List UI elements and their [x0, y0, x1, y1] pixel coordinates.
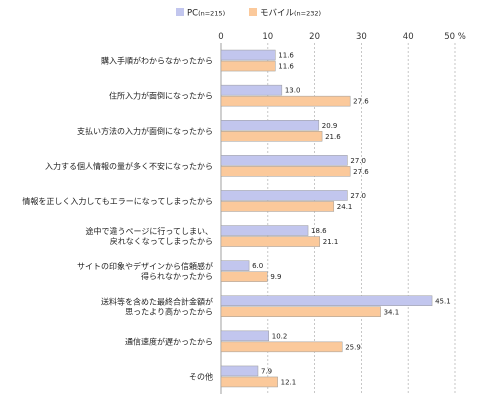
- category-label: 支払い方法の入力が面倒になったから: [77, 126, 213, 136]
- x-tick-label: 20: [309, 32, 320, 42]
- bar-pc: [220, 49, 276, 61]
- bar-mobile: [220, 236, 320, 247]
- data-label: 7.9: [261, 367, 272, 375]
- bar-pc: [220, 190, 348, 201]
- data-label: 25.9: [345, 343, 361, 351]
- bar-mobile: [220, 95, 351, 107]
- bar-mobile: [220, 376, 278, 388]
- data-label: 27.0: [350, 157, 366, 165]
- data-label: 45.1: [435, 297, 451, 305]
- x-tick-label: 40: [403, 32, 414, 42]
- bar-pc: [220, 84, 283, 96]
- legend-label-0: PC(n=215): [187, 9, 225, 19]
- data-label: 21.1: [323, 238, 339, 246]
- category-label: 情報を正しく入力してもエラーになってしまったから: [22, 196, 213, 206]
- bar-mobile: [220, 131, 323, 142]
- bar-pc: [220, 155, 348, 166]
- data-label: 27.6: [353, 98, 369, 106]
- bar-pc: [220, 330, 269, 342]
- category-label: 通信速度が遅かったから: [125, 336, 213, 346]
- bar-mobile: [220, 306, 381, 317]
- bar-mobile: [220, 166, 351, 177]
- legend-swatch-0: [176, 8, 184, 16]
- bar-mobile: [220, 271, 268, 282]
- category-label: その他: [189, 371, 213, 381]
- bar-mobile: [220, 341, 343, 353]
- category-label: サイトの印象やデザインから信頼感が得られなかったから: [77, 261, 213, 281]
- data-label: 24.1: [337, 203, 353, 211]
- bar-mobile: [220, 60, 276, 72]
- x-tick-label: 50 %: [444, 32, 466, 42]
- data-label: 11.6: [278, 63, 294, 71]
- data-label: 20.9: [322, 122, 338, 130]
- x-tick-label: 0: [218, 32, 223, 42]
- bar-pc: [220, 120, 320, 131]
- data-label: 18.6: [311, 227, 327, 235]
- category-label: 途中で違うページに行ってしまい、戻れなくなってしまったから: [86, 226, 213, 246]
- x-tick-label: 10: [262, 32, 273, 42]
- data-label: 12.1: [281, 378, 297, 386]
- category-label: 送料等を含めた最終合計金額が思ったより高かったから: [101, 296, 213, 316]
- bar-pc: [220, 260, 250, 271]
- bar-pc: [220, 295, 433, 306]
- x-tick-label: 30: [356, 32, 367, 42]
- data-label: 10.2: [272, 332, 288, 340]
- data-label: 9.9: [270, 273, 281, 281]
- data-label: 27.6: [353, 168, 369, 176]
- category-label: 入力する個人情報の量が多く不安になったから: [45, 161, 213, 171]
- category-label: 購入手順がわからなかったから: [101, 56, 213, 66]
- data-label: 6.0: [252, 262, 263, 270]
- legend-label-1: モバイル(n=232): [260, 9, 321, 19]
- data-label: 34.1: [384, 308, 400, 316]
- category-label: 住所入力が面倒になったから: [109, 91, 213, 101]
- data-label: 21.6: [325, 133, 341, 141]
- bar-pc: [220, 225, 309, 236]
- legend-swatch-1: [249, 8, 257, 16]
- bar-pc: [220, 365, 259, 377]
- bar-mobile: [220, 201, 335, 212]
- data-label: 11.6: [278, 52, 294, 60]
- data-label: 13.0: [285, 87, 301, 95]
- data-label: 27.0: [350, 192, 366, 200]
